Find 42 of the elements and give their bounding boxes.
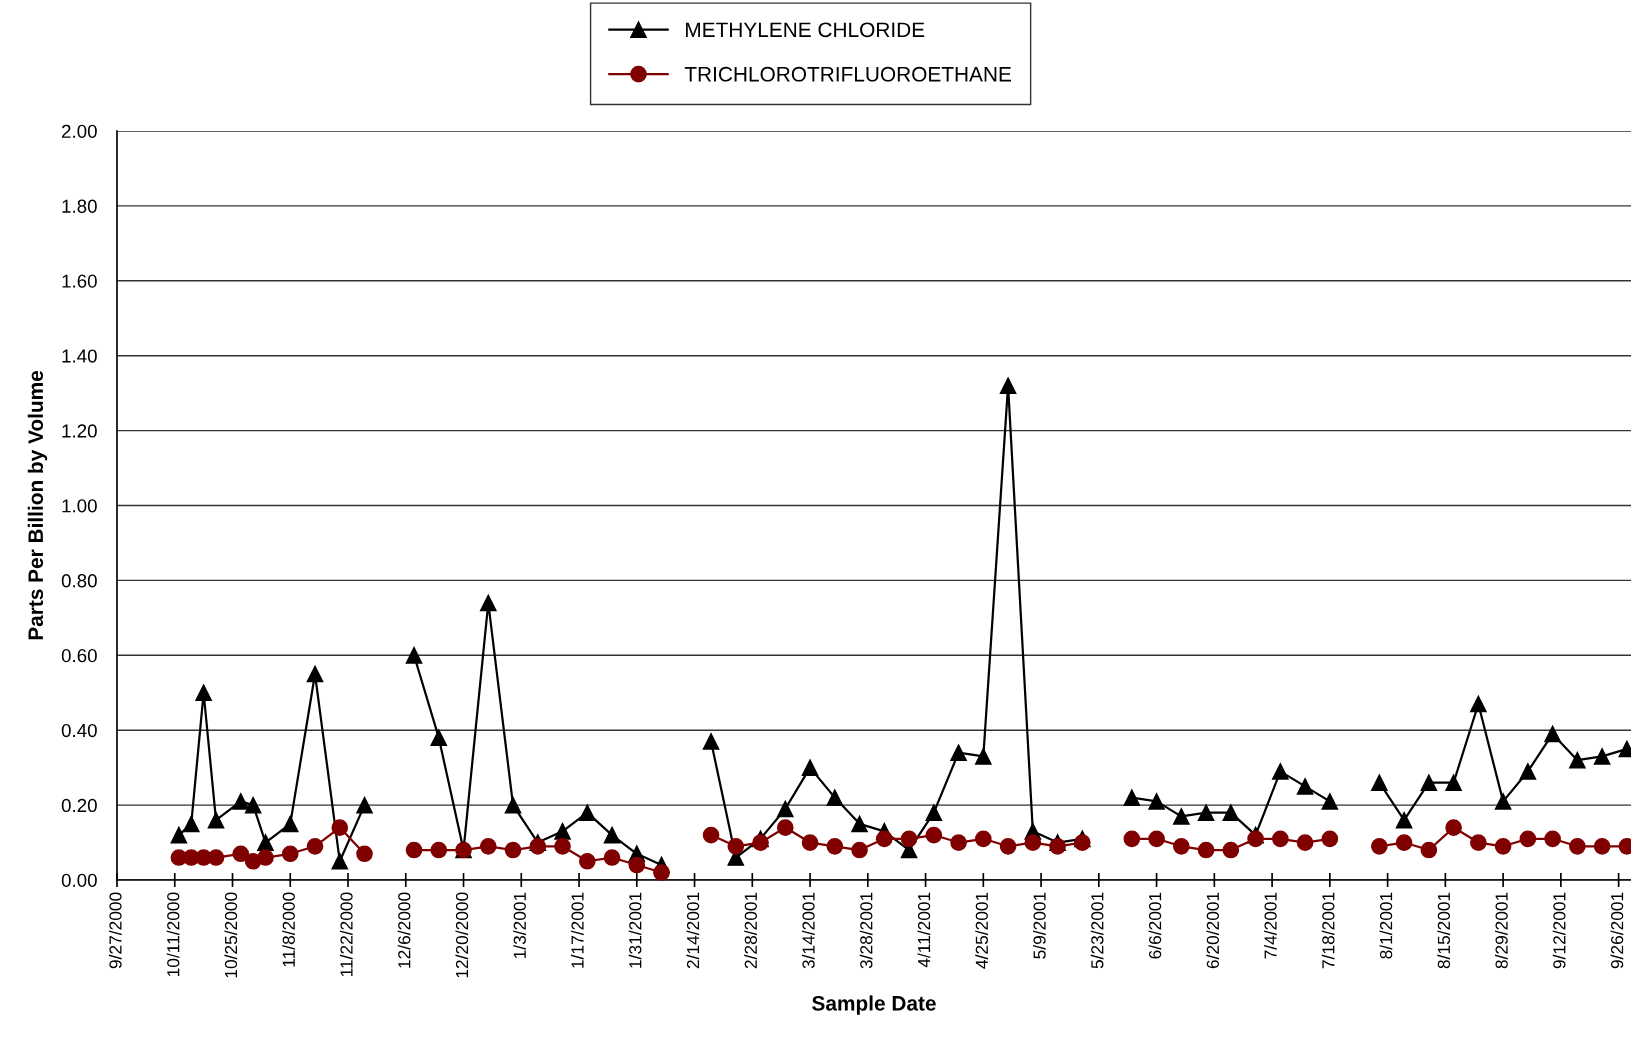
x-tick-label: 1/31/2001 — [628, 892, 642, 968]
x-tick-label: 3/14/2001 — [801, 892, 815, 969]
x-tick-label: 12/6/2000 — [397, 892, 411, 968]
legend-label: TRICHLOROTRIFLUOROETHANE — [684, 66, 1011, 82]
x-tick-label: 11/22/2000 — [339, 892, 353, 977]
y-tick-label: 1.00 — [62, 499, 97, 513]
x-tick-label: 8/15/2001 — [1437, 892, 1451, 969]
x-tick-label: 2/28/2001 — [744, 892, 757, 969]
x-tick-label: 1/17/2001 — [570, 892, 584, 968]
x-tick-label: 4/11/2001 — [917, 892, 931, 968]
x-tick-label: 8/29/2001 — [1495, 892, 1508, 969]
y-tick-label: 0.80 — [61, 574, 97, 588]
x-axis-title: Sample Date — [812, 995, 936, 1015]
x-tick-label: 10/25/2000 — [224, 892, 238, 978]
y-tick-label: 0.00 — [61, 873, 97, 887]
x-tick-label: 7/18/2001 — [1321, 892, 1335, 969]
x-tick-label: 12/20/2000 — [455, 892, 469, 978]
y-tick-label: 1.80 — [62, 199, 97, 213]
x-tick-label: 6/20/2001 — [1206, 892, 1219, 969]
y-tick-label: 0.20 — [61, 798, 97, 813]
x-tick-label: 6/6/2001 — [1148, 892, 1162, 959]
x-tick-label: 8/1/2001 — [1379, 892, 1393, 959]
x-tick-label: 9/12/2001 — [1552, 892, 1566, 969]
y-tick-label: 2.00 — [62, 124, 97, 138]
y-tick-label: 1.60 — [62, 274, 97, 288]
legend-label: METHYLENE CHLORIDE — [686, 22, 925, 38]
x-tick-label: 1/3/2001 — [513, 892, 526, 959]
x-tick-label: 9/27/2000 — [108, 892, 122, 969]
y-tick-label: 0.60 — [61, 649, 97, 663]
x-tick-label: 11/8/2000 — [282, 892, 295, 967]
x-tick-label: 2/14/2001 — [686, 892, 700, 969]
x-tick-label: 4/25/2001 — [975, 892, 988, 969]
y-axis-title: Parts Per Billion by Volume — [27, 370, 48, 640]
x-tick-label: 5/9/2001 — [1032, 892, 1046, 959]
x-tick-label: 3/28/2001 — [859, 892, 873, 969]
y-tick-label: 1.40 — [62, 349, 97, 363]
y-tick-label: 1.20 — [62, 424, 97, 438]
y-tick-label: 0.40 — [61, 723, 97, 738]
x-tick-label: 5/23/2001 — [1090, 892, 1104, 969]
x-tick-label: 7/4/2001 — [1264, 892, 1277, 959]
x-tick-label: 9/26/2001 — [1610, 892, 1624, 969]
x-tick-label: 10/11/2000 — [166, 892, 180, 977]
